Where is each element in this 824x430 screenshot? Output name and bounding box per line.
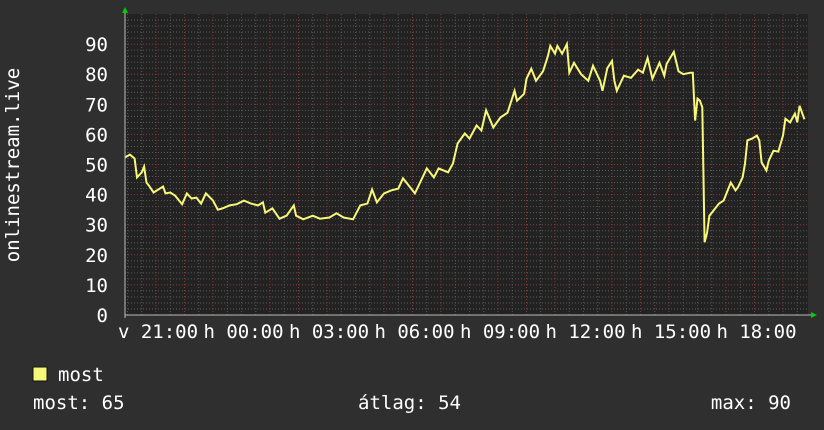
- series-line-most: [124, 40, 806, 243]
- y-tick-label: 70: [85, 94, 108, 116]
- x-tick-label: v 21:00: [118, 321, 198, 343]
- x-tick-labels: v 21:00 h 00:00 h 03:00 h 06:00 h 09:00 h 12:…: [118, 321, 797, 343]
- y-tick-label: 90: [85, 34, 108, 56]
- y-tick-label: 10: [85, 275, 108, 297]
- x-tick-label: h 15:00: [631, 321, 711, 343]
- x-axis-arrow-icon: [811, 312, 817, 318]
- x-tick-label: h 09:00: [460, 321, 540, 343]
- y-tick-label: 50: [85, 155, 108, 177]
- y-axis-arrow-icon: [122, 7, 128, 13]
- y-tick-label: 60: [85, 124, 108, 146]
- stat-average: átlag: 54: [358, 392, 461, 414]
- y-tick-label: 30: [85, 215, 108, 237]
- legend-swatch-most: [32, 366, 48, 382]
- x-tick-label: h 03:00: [289, 321, 369, 343]
- legend-label-most: most: [58, 364, 104, 386]
- stat-current: most: 65: [33, 392, 125, 414]
- x-tick-label: h 18:00: [716, 321, 796, 343]
- grid: [125, 14, 808, 315]
- y-tick-label: 40: [85, 185, 108, 207]
- y-tick-label: 20: [85, 245, 108, 267]
- y-tick-label: 0: [97, 305, 108, 327]
- x-tick-label: h 00:00: [203, 321, 283, 343]
- plot-area: [125, 14, 808, 315]
- y-tick-labels: 0 10 20 30 40 50 60 70 80 90: [85, 34, 108, 327]
- y-tick-label: 80: [85, 64, 108, 86]
- y-axis-label: onlinestream.live: [2, 68, 24, 262]
- x-tick-label: h 06:00: [374, 321, 454, 343]
- stat-max: max: 90: [711, 392, 791, 414]
- x-tick-label: h 12:00: [545, 321, 625, 343]
